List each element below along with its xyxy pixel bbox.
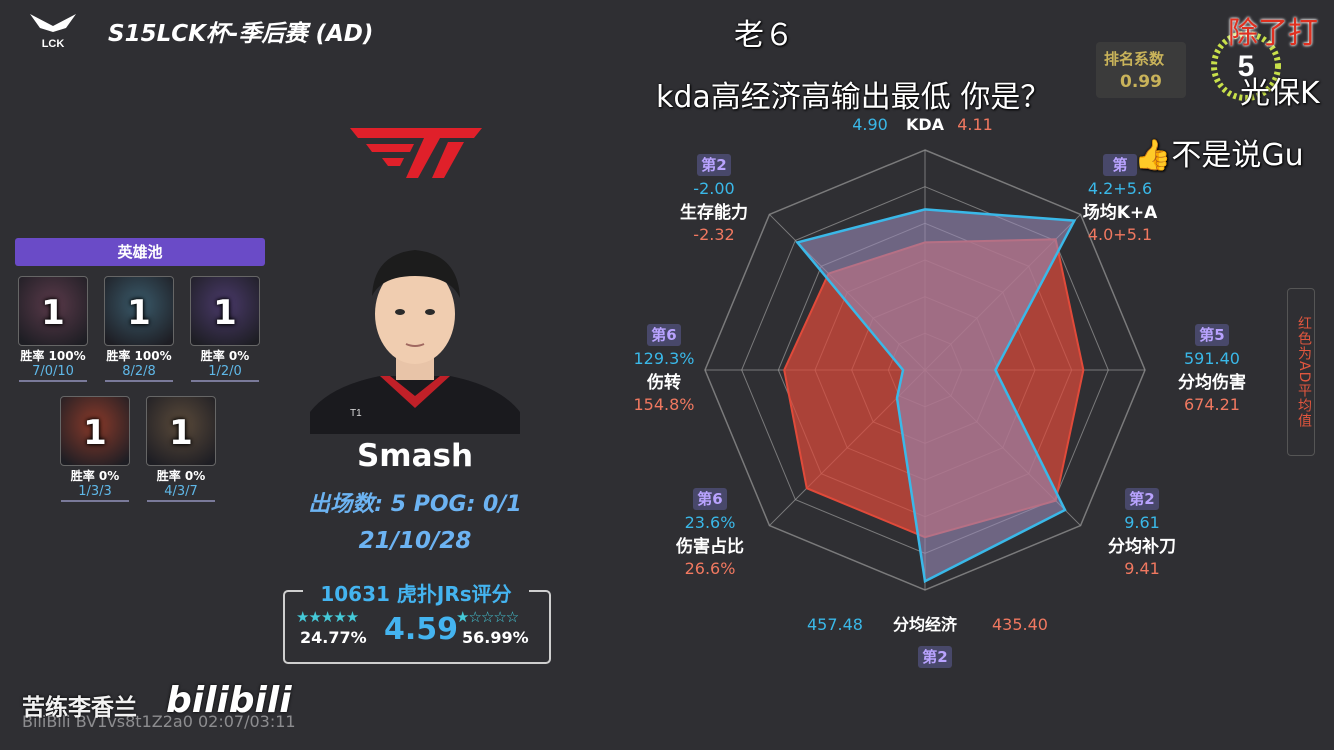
champion-card: 1 胜率 0% 1/3/3: [60, 396, 130, 502]
five-star-icon: ★★★★★: [296, 608, 359, 626]
champion-count: 1: [41, 293, 65, 333]
video-watermark: BiliBili BV1vs8t1Z2a0 02:07/03:11: [22, 712, 296, 731]
radar-player-value: -2.00: [693, 179, 734, 198]
champion-kda: 8/2/8: [105, 364, 173, 382]
uploader-name: 苦练李香兰: [22, 695, 137, 721]
radar-rank-label: 第5: [1199, 326, 1224, 344]
champion-portrait-2: 1: [104, 276, 174, 346]
radar-average-value: 4.0+5.1: [1088, 225, 1152, 244]
radar-average-value: 154.8%: [633, 395, 694, 414]
champion-portrait-5: 1: [146, 396, 216, 466]
radar-rank-label: 第2: [701, 156, 726, 174]
rating-score: 4.59: [384, 612, 459, 647]
radar-rank-badge: [1103, 154, 1137, 176]
bilibili-logo: bilibili: [166, 680, 292, 721]
page-title: S15LCK杯-季后赛 (AD): [108, 21, 374, 47]
danmaku-5: 👍不是说Gu: [1134, 138, 1304, 173]
radar-rank-label: 第6: [651, 326, 676, 344]
radar-axis-label: 伤转: [646, 372, 681, 393]
champion-card: 1 胜率 100% 7/0/10: [18, 276, 88, 382]
danmaku-3: 除了打: [1228, 16, 1318, 51]
radar-player-value: 23.6%: [685, 513, 736, 532]
champion-kda: 1/3/3: [61, 484, 129, 502]
champion-win-rate: 胜率 0%: [200, 349, 250, 363]
radar-axis-label: 分均补刀: [1108, 536, 1176, 557]
champion-portrait-4: 1: [60, 396, 130, 466]
danmaku-4: 光保K: [1240, 76, 1320, 111]
one-star-icon: ★☆☆☆☆: [456, 608, 519, 626]
champion-win-rate: 胜率 100%: [106, 349, 172, 363]
radar-rank-badge: [697, 154, 731, 176]
radar-average-value: 435.40: [992, 615, 1048, 634]
radar-axis-label: 伤害占比: [675, 536, 744, 557]
radar-axis-label: 场均K+A: [1083, 202, 1158, 223]
champion-kda: 4/3/7: [147, 484, 215, 502]
rank-coefficient-box: [1096, 42, 1186, 98]
radar-player-value: 9.61: [1124, 513, 1160, 532]
radar-rank-badge: [1125, 488, 1159, 510]
radar-axis-label: 分均伤害: [1178, 372, 1246, 393]
radar-rank-label: 第6: [697, 490, 722, 508]
radar-axis-label: 生存能力: [680, 202, 748, 223]
champion-card: 1 胜率 0% 1/2/0: [190, 276, 260, 382]
champion-portrait-3: 1: [190, 276, 260, 346]
radar-axis-label: 分均经济: [893, 615, 958, 634]
rank-coefficient-value: 0.99: [1120, 72, 1162, 92]
timer-badge-icon: 5: [1208, 28, 1284, 104]
radar-player-value: 4.2+5.6: [1088, 179, 1152, 198]
radar-player-value: 4.90: [852, 115, 888, 134]
champion-card: 1 胜率 100% 8/2/8: [104, 276, 174, 382]
radar-player-value: 457.48: [807, 615, 863, 634]
lck-logo-text: LCK: [42, 38, 65, 50]
radar-average-value: 26.6%: [685, 559, 736, 578]
five-star-percent: 24.77%: [300, 628, 367, 647]
radar-player-series: [795, 208, 1077, 584]
champion-count: 1: [83, 413, 107, 453]
player-games-pog: 出场数: 5 POG: 0/1: [308, 492, 522, 517]
radar-rank-badge: [647, 324, 681, 346]
champion-count: 1: [213, 293, 237, 333]
radar-average-value: 674.21: [1184, 395, 1240, 414]
jersey-brand: T1: [350, 408, 362, 419]
danmaku-1: 老６: [734, 18, 794, 53]
radar-chart: 4.90 KDA 4.11 第 4.2+5.6 场均K+A 4.0+5.1 第5 591.40 分…: [633, 115, 1246, 668]
rating-title: 10631 虎扑JRs评分: [303, 578, 529, 607]
one-star-percent: 56.99%: [462, 628, 529, 647]
team-logo: [348, 124, 484, 182]
champion-kda: 1/2/0: [191, 364, 259, 382]
champion-portrait-1: 1: [18, 276, 88, 346]
radar-player-value: 129.3%: [633, 349, 694, 368]
radar-average-value: 4.11: [957, 115, 993, 134]
rank-coefficient-label: 排名系数: [1104, 50, 1165, 68]
legend-note: 红色为AD平均值: [1287, 288, 1315, 456]
champion-win-rate: 胜率 0%: [70, 469, 120, 483]
radar-rank-label: 第2: [1129, 490, 1154, 508]
lck-logo: LCK: [26, 10, 80, 50]
champion-win-rate: 胜率 100%: [20, 349, 86, 363]
radar-average-value: -2.32: [693, 225, 734, 244]
radar-rank-label: 第: [1112, 156, 1127, 174]
champion-pool-header: 英雄池: [15, 238, 265, 266]
radar-rank-badge: [918, 646, 952, 668]
champion-card: 1 胜率 0% 4/3/7: [146, 396, 216, 502]
timer-badge-value: 5: [1238, 50, 1255, 83]
player-name: Smash: [356, 438, 474, 474]
player-portrait: T1: [310, 236, 520, 434]
radar-rank-label: 第2: [922, 648, 947, 666]
danmaku-2: kda高经济高输出最低 你是？: [656, 80, 1051, 115]
radar-player-value: 591.40: [1184, 349, 1240, 368]
champion-count: 1: [169, 413, 193, 453]
radar-average-value: 9.41: [1124, 559, 1160, 578]
radar-rank-badge: [693, 488, 727, 510]
champion-kda: 7/0/10: [19, 364, 87, 382]
player-date: 21/10/28: [358, 528, 472, 554]
champion-win-rate: 胜率 0%: [156, 469, 206, 483]
champion-count: 1: [127, 293, 151, 333]
radar-axis-label: KDA: [906, 115, 945, 134]
radar-rank-badge: [1195, 324, 1229, 346]
